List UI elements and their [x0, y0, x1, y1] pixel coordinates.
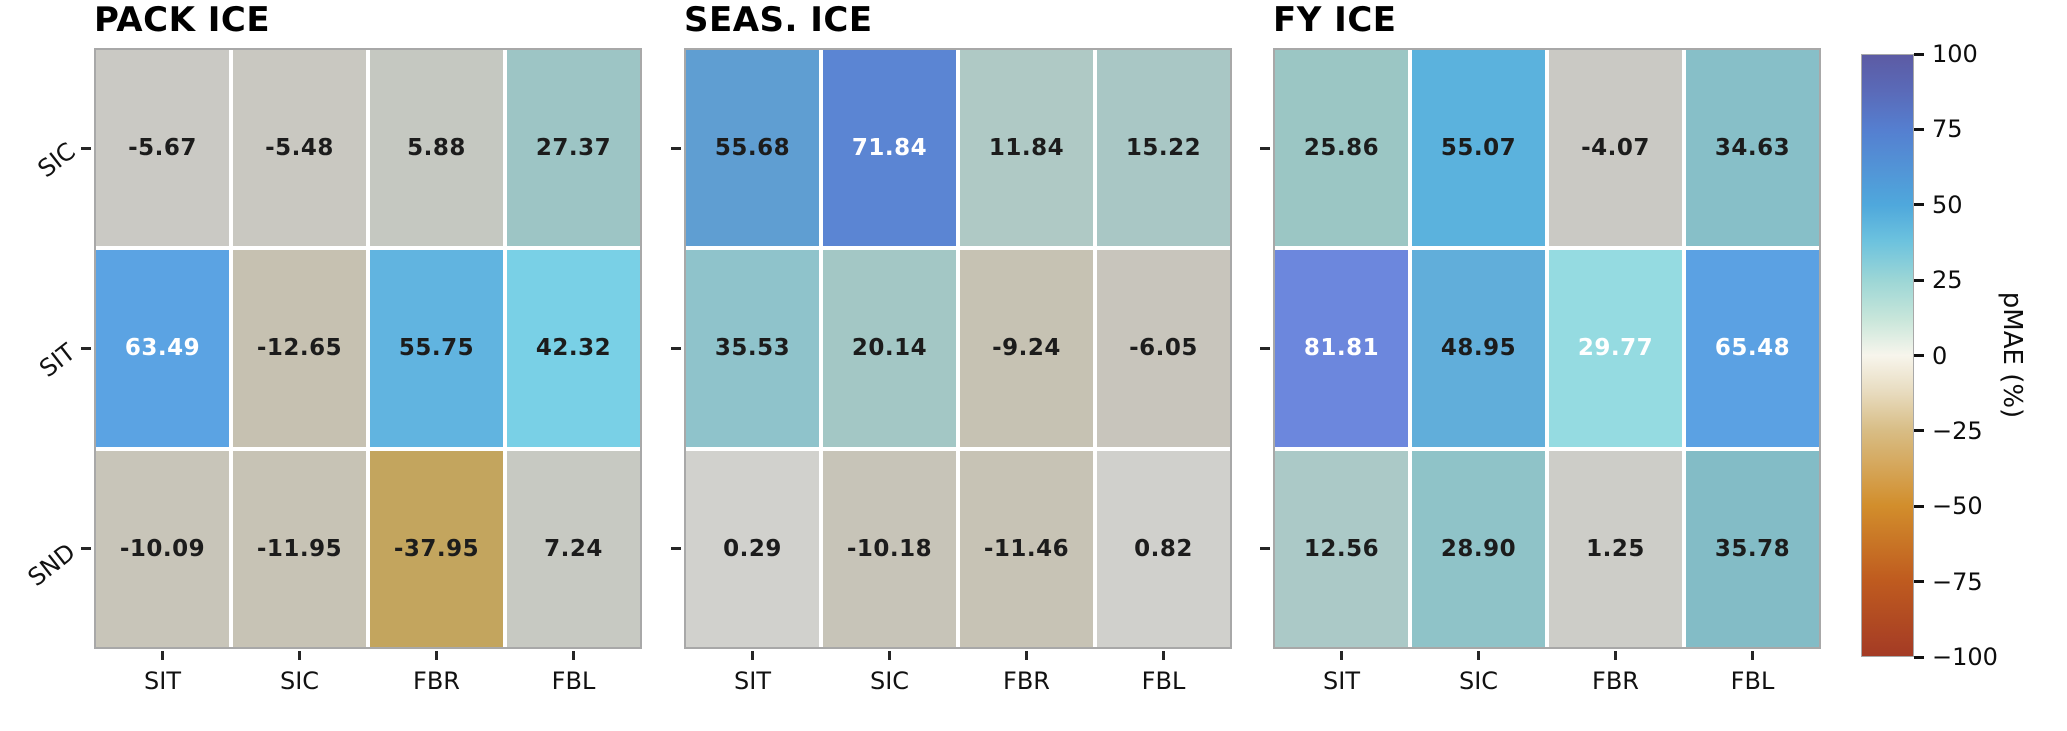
heatmap-cell: -9.24 — [960, 250, 1093, 447]
x-tick — [1614, 651, 1617, 660]
heatmap-cell: 11.84 — [960, 50, 1093, 247]
colorbar — [1861, 54, 1914, 657]
y-tick — [81, 146, 91, 150]
heatmap-cell: 35.78 — [1686, 450, 1819, 647]
heatmap-cell: 29.77 — [1549, 250, 1682, 447]
heatmap-cell: -10.09 — [96, 450, 229, 647]
heatmap-cell: 81.81 — [1275, 250, 1408, 447]
x-tick — [1025, 651, 1028, 660]
heatmap-cell: 65.48 — [1686, 250, 1819, 447]
heatmap-grid: 55.68 71.84 11.84 15.22 35.53 20.14 -9.24 -6.05… — [684, 48, 1232, 649]
x-axis-label: SIC — [1458, 667, 1499, 695]
colorbar-tick — [1914, 655, 1924, 659]
colorbar-tick-label: 25 — [1932, 266, 1963, 295]
x-axis-label: FBL — [551, 667, 596, 695]
x-tick — [572, 651, 575, 660]
x-axis-label: SIT — [144, 667, 181, 695]
colorbar-tick — [1914, 504, 1924, 508]
heatmap-cell: 48.95 — [1412, 250, 1545, 447]
x-tick — [751, 651, 754, 660]
x-axis-label: FBR — [1003, 667, 1050, 695]
heatmap-grid: 25.86 55.07 -4.07 34.63 81.81 48.95 29.77 65.48… — [1273, 48, 1821, 649]
heatmap-cell: 55.75 — [370, 250, 503, 447]
x-axis-label: SIT — [734, 667, 771, 695]
y-tick — [1260, 547, 1270, 551]
x-tick — [298, 651, 301, 660]
x-axis-label: FBL — [1730, 667, 1775, 695]
heatmap-cell: 5.88 — [370, 50, 503, 247]
heatmap-cell: -5.48 — [233, 50, 366, 247]
heatmap-grid: -5.67 -5.48 5.88 27.37 63.49 -12.65 55.75 42.32… — [94, 48, 642, 649]
heatmap-cell: 71.84 — [823, 50, 956, 247]
heatmap-cell: 1.25 — [1549, 450, 1682, 647]
heatmap-cell: 25.86 — [1275, 50, 1408, 247]
x-axis-label: FBR — [1592, 667, 1639, 695]
panel-title: PACK ICE — [94, 0, 271, 40]
heatmap-cell: 42.32 — [507, 250, 640, 447]
panel-title: SEAS. ICE — [684, 0, 873, 40]
heatmap-cell: 20.14 — [823, 250, 956, 447]
y-axis-label: SND — [22, 537, 81, 592]
colorbar-tick-label: −75 — [1932, 567, 1983, 596]
colorbar-tick-label: −25 — [1932, 416, 1983, 445]
heatmap-cell: -4.07 — [1549, 50, 1682, 247]
x-axis-label: SIT — [1323, 667, 1360, 695]
x-tick — [1751, 651, 1754, 660]
heatmap-cell: 0.82 — [1097, 450, 1230, 647]
colorbar-tick — [1914, 278, 1924, 282]
colorbar-axis-label: pMAE (%) — [1997, 291, 2027, 419]
colorbar-tick — [1914, 580, 1924, 584]
heatmap-cell: 55.68 — [686, 50, 819, 247]
colorbar-tick-label: 75 — [1932, 115, 1963, 144]
x-tick — [435, 651, 438, 660]
heatmap-cell: 34.63 — [1686, 50, 1819, 247]
x-tick — [888, 651, 891, 660]
heatmap-cell: -12.65 — [233, 250, 366, 447]
heatmap-cell: 15.22 — [1097, 50, 1230, 247]
colorbar-tick-label: −50 — [1932, 492, 1983, 521]
heatmap-cell: 28.90 — [1412, 450, 1545, 647]
y-tick — [1260, 146, 1270, 150]
x-tick — [1162, 651, 1165, 660]
heatmap-cell: -37.95 — [370, 450, 503, 647]
heatmap-cell: 7.24 — [507, 450, 640, 647]
y-tick — [1260, 347, 1270, 350]
x-axis-label: FBL — [1141, 667, 1186, 695]
colorbar-tick — [1914, 127, 1924, 131]
heatmap-cell: -11.95 — [233, 450, 366, 647]
panel-title: FY ICE — [1273, 0, 1397, 40]
heatmap-cell: 0.29 — [686, 450, 819, 647]
y-tick — [81, 347, 91, 350]
x-tick — [1340, 651, 1343, 660]
y-tick — [81, 547, 91, 551]
y-tick — [671, 146, 681, 150]
colorbar-tick — [1914, 429, 1924, 433]
y-axis-label: SIT — [34, 337, 81, 383]
x-axis-label: FBR — [413, 667, 460, 695]
heatmap-cell: 12.56 — [1275, 450, 1408, 647]
colorbar-tick — [1914, 52, 1924, 56]
heatmap-cell: -6.05 — [1097, 250, 1230, 447]
x-axis-label: SIC — [279, 667, 320, 695]
x-tick — [161, 651, 164, 660]
y-axis-label: SIC — [32, 137, 81, 184]
heatmap-cell: 63.49 — [96, 250, 229, 447]
x-axis-label: SIC — [869, 667, 910, 695]
x-tick — [1477, 651, 1480, 660]
colorbar-tick — [1914, 354, 1924, 357]
heatmap-cell: 35.53 — [686, 250, 819, 447]
heatmap-cell: -10.18 — [823, 450, 956, 647]
heatmap-cell: -11.46 — [960, 450, 1093, 647]
colorbar-tick-label: −100 — [1932, 643, 1998, 671]
colorbar-tick-label: 0 — [1932, 341, 1948, 370]
heatmap-cell: 27.37 — [507, 50, 640, 247]
colorbar-tick-label: 100 — [1932, 40, 1978, 68]
heatmap-cell: -5.67 — [96, 50, 229, 247]
colorbar-tick-label: 50 — [1932, 190, 1963, 219]
heatmap-cell: 55.07 — [1412, 50, 1545, 247]
y-tick — [671, 347, 681, 350]
y-tick — [671, 547, 681, 551]
colorbar-tick — [1914, 203, 1924, 207]
